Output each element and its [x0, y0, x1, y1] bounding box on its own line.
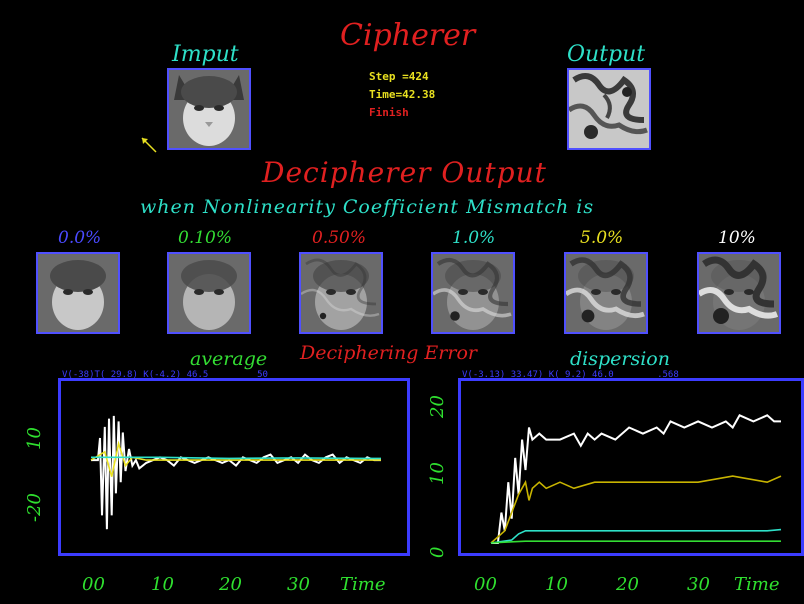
decipherer-title: Decipherer Output	[262, 156, 547, 189]
mismatch-label: 0.0%	[58, 228, 102, 248]
input-image	[167, 68, 251, 150]
left-chart-readout: V(-38)T( 29.8) K(-4.2) 46.5 50	[62, 370, 268, 380]
x-tick-label: 10	[151, 574, 174, 595]
series-line	[490, 540, 781, 544]
decipherer-output-image	[36, 252, 120, 334]
series-line	[91, 456, 381, 460]
cat-face-icon	[169, 254, 249, 332]
mismatch-label: 10%	[718, 228, 756, 248]
time-readout: Time=42.38	[369, 88, 436, 101]
y-tick-label: 20	[427, 395, 448, 418]
output-label: Output	[567, 42, 646, 67]
x-tick-label: 10	[545, 574, 568, 595]
series-line	[490, 475, 782, 544]
cat-face-icon	[300, 254, 381, 332]
mismatch-label: 0.10%	[178, 228, 233, 248]
x-tick-label: 00	[82, 574, 105, 595]
app-title: Cipherer	[340, 18, 476, 53]
average-label: average	[190, 348, 268, 370]
x-tick-label: 20	[219, 574, 242, 595]
decipherer-output-image	[299, 252, 383, 334]
series-line	[91, 415, 381, 530]
x-axis-label: Time	[734, 574, 780, 595]
average-chart-plot	[90, 415, 381, 530]
step-readout: Step =424	[369, 70, 429, 83]
decipherer-output-image	[697, 252, 781, 334]
average-chart	[58, 378, 410, 556]
right-chart-readout: V(-3.13) 33.47) K( 9.2) 46.0 .568	[462, 370, 679, 380]
output-image	[567, 68, 651, 150]
cat-face-icon	[564, 254, 646, 332]
cat-face-icon	[169, 70, 249, 148]
decipherer-output-image	[167, 252, 251, 334]
dispersion-chart-plot	[490, 414, 782, 544]
series-line	[491, 414, 781, 544]
scrambled-image-icon	[567, 70, 649, 148]
dispersion-chart	[458, 378, 804, 556]
y-tick-label: 10	[427, 462, 448, 485]
input-label: Imput	[172, 42, 239, 67]
decipherer-output-image	[431, 252, 515, 334]
mismatch-label: 5.0%	[580, 228, 624, 248]
cat-face-icon	[38, 254, 118, 332]
error-title: Deciphering Error	[300, 342, 477, 364]
x-axis-label: Time	[340, 574, 386, 595]
cat-face-icon	[432, 254, 513, 332]
cat-face-icon	[697, 254, 779, 332]
x-tick-label: 30	[287, 574, 310, 595]
cursor-arrow-icon	[141, 137, 157, 153]
dispersion-label: dispersion	[570, 348, 670, 370]
mismatch-label: 0.50%	[312, 228, 367, 248]
finish-button[interactable]: Finish	[369, 106, 409, 119]
decipherer-output-image	[564, 252, 648, 334]
y-tick-label: 0	[427, 546, 448, 558]
x-tick-label: 00	[474, 574, 497, 595]
y-tick-label: 10	[24, 427, 45, 450]
x-tick-label: 30	[687, 574, 710, 595]
series-line	[90, 440, 381, 477]
series-line	[490, 528, 782, 544]
y-tick-label: -20	[24, 493, 45, 522]
mismatch-label: 1.0%	[452, 228, 496, 248]
x-tick-label: 20	[616, 574, 639, 595]
decipherer-subtitle: when Nonlinearity Coefficient Mismatch i…	[140, 196, 595, 218]
